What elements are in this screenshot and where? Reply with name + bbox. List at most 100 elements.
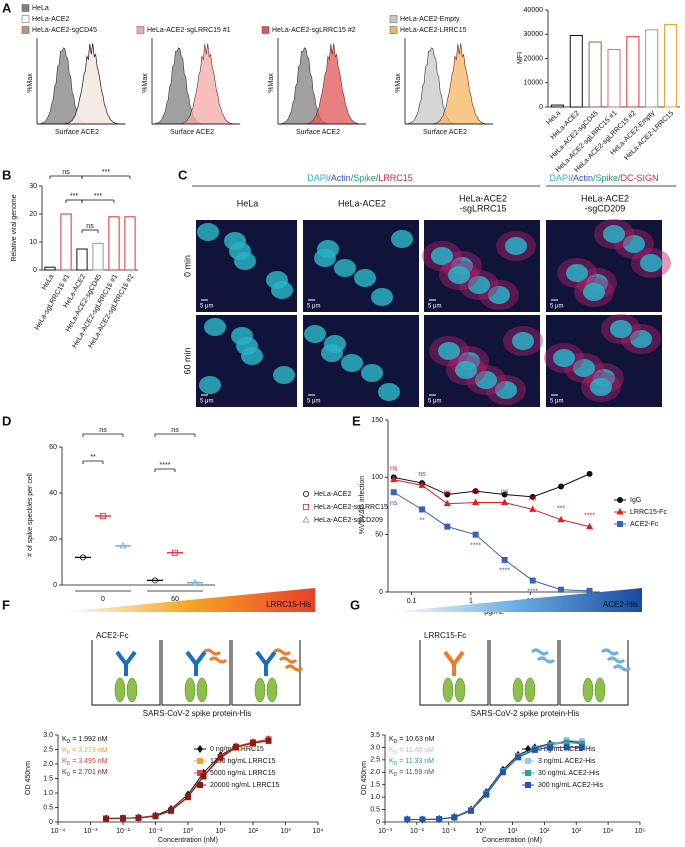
kd-subscript: D	[67, 739, 71, 745]
y-tick-label: 1.5	[43, 775, 53, 782]
legend-swatch	[389, 26, 398, 34]
x-tick-label: 10⁵	[635, 828, 646, 835]
scale-bar-label: 5 μm	[307, 399, 320, 405]
legend-label: HeLa-ACE2-sgLRRC15 #1	[147, 27, 231, 34]
x-tick-label: 10⁴	[313, 828, 324, 835]
marker	[196, 770, 203, 777]
bar	[108, 216, 120, 271]
y-tick-label: 0	[379, 589, 383, 596]
nucleus	[378, 383, 400, 401]
marker	[557, 515, 565, 523]
marker	[586, 470, 593, 477]
ligand	[536, 656, 556, 664]
bar	[645, 29, 659, 108]
column-label: -sgCD209	[585, 203, 626, 213]
gradient-triangle	[390, 588, 642, 612]
nucleus	[371, 288, 393, 306]
marker	[501, 498, 509, 506]
x-tick-label: 10⁴	[603, 828, 614, 835]
significance: ns	[62, 169, 70, 176]
marker	[557, 483, 564, 490]
x-tick-label: 10⁻¹	[442, 828, 456, 835]
kd-subscript: D	[394, 739, 398, 745]
marker	[302, 490, 309, 497]
bar	[92, 242, 104, 271]
ligand	[606, 656, 626, 664]
marker	[501, 556, 508, 563]
y-axis-label: Relative viral genome	[11, 194, 18, 261]
significance: ns	[501, 488, 509, 495]
legend-label: HeLa-ACE2-sgLRRC15	[314, 504, 388, 511]
kd-value: = 11.33 nM	[399, 758, 434, 765]
marker	[531, 746, 538, 753]
diagram-caption: SARS-CoV-2 spike protein-His	[471, 709, 579, 718]
y-tick-label: 3.5	[370, 732, 380, 739]
well	[161, 640, 231, 706]
kd-subscript: D	[394, 761, 398, 767]
nucleus	[488, 286, 510, 304]
marker	[451, 814, 458, 821]
bar	[569, 34, 583, 108]
y-tick-label: 3.0	[370, 744, 380, 751]
marker	[80, 554, 87, 561]
bar	[76, 248, 88, 271]
significance: ns	[390, 465, 398, 472]
y-tick-label: 0	[53, 582, 57, 589]
column-label: -sgLRRC15	[459, 203, 506, 213]
scale-bar-label: 5 μm	[200, 399, 213, 405]
well	[91, 640, 161, 706]
nucleus	[224, 232, 246, 250]
x-tick-label: 10⁻³	[84, 828, 98, 835]
y-tick-label: 30000	[524, 31, 544, 38]
x-axis-label: Surface ACE2	[423, 129, 467, 136]
column-label: HeLa	[237, 198, 259, 208]
nucleus	[231, 327, 253, 345]
kd-symbol: K	[389, 747, 394, 754]
ligand	[272, 648, 292, 656]
x-tick-label: 10⁰	[475, 827, 486, 835]
significance: ****	[499, 568, 510, 575]
y-tick-label: 10000	[524, 80, 544, 87]
stain-part: /Spike	[593, 173, 618, 183]
kd-symbol: K	[62, 736, 67, 743]
marker	[444, 491, 451, 498]
scale-bar-label: 5 μm	[428, 304, 441, 310]
y-tick-label: 1.0	[370, 794, 380, 801]
marker	[200, 773, 207, 780]
kd-value: = 10.63 nM	[399, 736, 434, 743]
kd-value: = 3.495 nM	[72, 758, 107, 765]
marker	[249, 740, 256, 747]
y-axis-label: %Max	[268, 73, 275, 93]
nucleus	[553, 349, 575, 367]
kd-symbol: K	[389, 758, 394, 765]
significance: ns	[418, 471, 426, 478]
x-tick-label: 10⁻²	[410, 828, 424, 835]
x-tick-label: 10²	[248, 828, 259, 835]
well	[559, 640, 629, 706]
legend-swatch	[21, 4, 30, 12]
marker	[529, 493, 536, 500]
significance: ns	[529, 495, 537, 502]
marker	[472, 488, 479, 495]
y-axis-label: %VSVΔG infection	[359, 476, 366, 534]
x-tick-label: 10⁻³	[378, 828, 392, 835]
marker	[265, 737, 272, 744]
y-tick-label: 20	[49, 536, 57, 543]
x-tick-label: 10¹	[215, 828, 226, 835]
row-label: 0 min	[182, 255, 192, 277]
legend-label: HeLa-ACE2	[314, 491, 351, 498]
nucleus	[448, 266, 470, 284]
well	[419, 640, 489, 706]
significance: ***	[557, 506, 565, 513]
nucleus	[273, 366, 295, 384]
marker	[151, 577, 158, 584]
y-tick-label: 20000	[524, 55, 544, 62]
kd-subscript: D	[394, 772, 398, 778]
stain-part: /LRRC15	[376, 173, 413, 183]
nucleus	[438, 342, 460, 360]
nucleus	[610, 320, 632, 338]
significance: ****	[160, 462, 171, 469]
well	[231, 640, 301, 706]
y-tick-label: 60	[49, 444, 57, 451]
